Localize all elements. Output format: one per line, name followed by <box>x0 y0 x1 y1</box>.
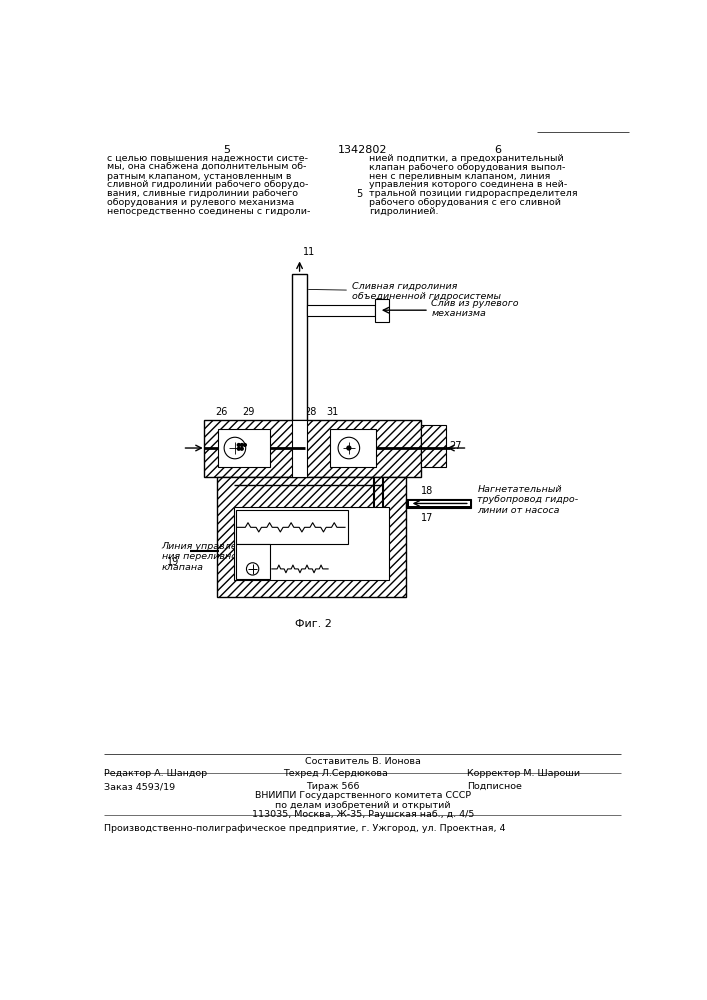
Text: вания, сливные гидролинии рабочего: вания, сливные гидролинии рабочего <box>107 189 298 198</box>
Bar <box>204 420 421 477</box>
Text: по делам изобретений и открытий: по делам изобретений и открытий <box>275 801 450 810</box>
Bar <box>292 420 308 477</box>
Text: оборудования и рулевого механизма: оборудования и рулевого механизма <box>107 198 294 207</box>
Text: Редактор А. Шандор: Редактор А. Шандор <box>104 769 207 778</box>
Text: Фиг. 2: Фиг. 2 <box>295 619 332 629</box>
Circle shape <box>240 444 243 446</box>
Text: 27: 27 <box>450 441 462 451</box>
Text: 28: 28 <box>304 407 317 417</box>
Text: 31: 31 <box>327 407 339 417</box>
Text: Нагнетательный
трубопровод гидро-
линии от насоса: Нагнетательный трубопровод гидро- линии … <box>477 485 578 515</box>
Text: Подписное: Подписное <box>467 782 522 791</box>
Text: управления которого соединена в ней-: управления которого соединена в ней- <box>369 180 567 189</box>
Text: с целью повышения надежности систе-: с целью повышения надежности систе- <box>107 154 308 163</box>
Circle shape <box>240 447 243 450</box>
Bar <box>308 305 375 316</box>
Text: Корректор М. Шароши: Корректор М. Шароши <box>467 769 580 778</box>
Text: тральной позиции гидрораспределителя: тральной позиции гидрораспределителя <box>369 189 578 198</box>
Text: 19: 19 <box>167 557 180 567</box>
Text: гидролинией.: гидролинией. <box>369 207 438 216</box>
Bar <box>421 425 446 467</box>
Bar <box>234 507 389 580</box>
Text: 113035, Москва, Ж-35, Раушская наб., д. 4/5: 113035, Москва, Ж-35, Раушская наб., д. … <box>252 810 474 819</box>
Text: непосредственно соединены с гидроли-: непосредственно соединены с гидроли- <box>107 207 310 216</box>
Text: ВНИИПИ Государственного комитета СССР: ВНИИПИ Государственного комитета СССР <box>255 791 471 800</box>
Text: 5: 5 <box>356 189 363 199</box>
Circle shape <box>224 437 246 459</box>
Bar <box>375 299 389 322</box>
Text: Техред Л.Сердюкова: Техред Л.Сердюкова <box>283 769 387 778</box>
Circle shape <box>243 444 246 446</box>
Circle shape <box>238 444 240 446</box>
Text: Составитель В. Ионова: Составитель В. Ионова <box>305 757 421 766</box>
Text: 11: 11 <box>303 247 315 257</box>
Text: 18: 18 <box>421 486 433 496</box>
Text: Тираж 566: Тираж 566 <box>305 782 359 791</box>
Text: нен с переливным клапаном, линия: нен с переливным клапаном, линия <box>369 172 550 181</box>
Bar <box>235 510 348 544</box>
Text: 17: 17 <box>421 513 433 523</box>
Text: Заказ 4593/19: Заказ 4593/19 <box>104 782 175 791</box>
Text: Слив из рулевого
механизма: Слив из рулевого механизма <box>431 299 519 318</box>
Circle shape <box>338 437 360 459</box>
Text: 1342802: 1342802 <box>338 145 387 155</box>
Bar <box>218 429 270 467</box>
Text: Линия управле-
ния переливного
клапана: Линия управле- ния переливного клапана <box>162 542 247 572</box>
Text: 6: 6 <box>495 145 502 155</box>
Bar <box>217 477 406 597</box>
Text: ратным клапаном, установленным в: ратным клапаном, установленным в <box>107 172 291 181</box>
Text: мы, она снабжена дополнительным об-: мы, она снабжена дополнительным об- <box>107 163 306 172</box>
Circle shape <box>247 563 259 575</box>
Text: 29: 29 <box>243 407 255 417</box>
Text: 5: 5 <box>223 145 230 155</box>
Bar <box>292 274 308 420</box>
Text: клапан рабочего оборудования выпол-: клапан рабочего оборудования выпол- <box>369 163 566 172</box>
Text: Сливная гидролиния
объединенной гидросистемы: Сливная гидролиния объединенной гидросис… <box>308 282 501 301</box>
Bar <box>235 544 270 579</box>
Circle shape <box>238 447 240 450</box>
Bar <box>409 501 469 506</box>
Text: 26: 26 <box>215 407 227 417</box>
Text: сливной гидролинии рабочего оборудо-: сливной гидролинии рабочего оборудо- <box>107 180 308 189</box>
Text: нией подпитки, а предохранительный: нией подпитки, а предохранительный <box>369 154 563 163</box>
Bar <box>329 429 376 467</box>
Text: рабочего оборудования с его сливной: рабочего оборудования с его сливной <box>369 198 561 207</box>
Circle shape <box>347 446 351 450</box>
Bar <box>406 499 472 508</box>
Text: Производственно-полиграфическое предприятие, г. Ужгород, ул. Проектная, 4: Производственно-полиграфическое предприя… <box>104 824 506 833</box>
